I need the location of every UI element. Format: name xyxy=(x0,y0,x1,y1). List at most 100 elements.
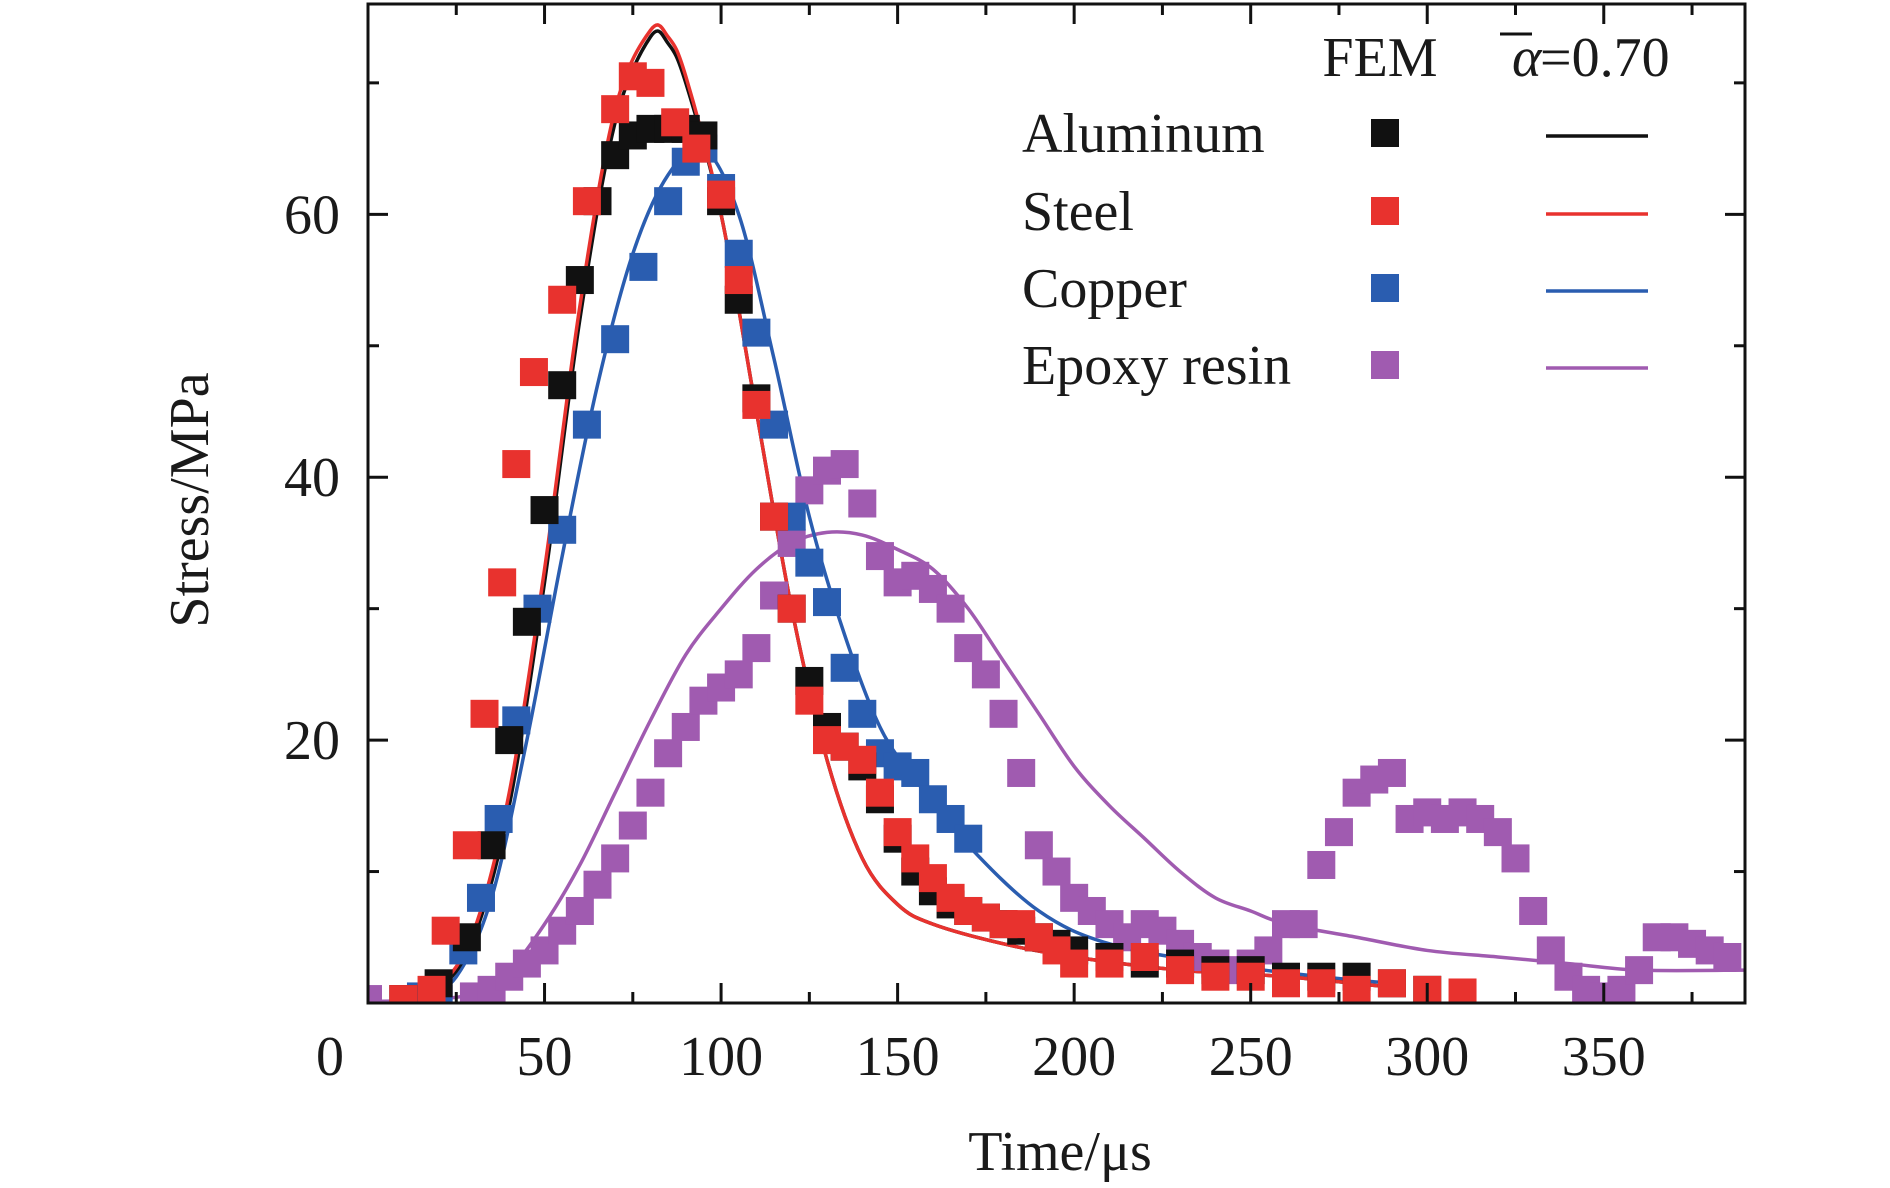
epoxy-resin-point xyxy=(601,844,630,873)
epoxy-resin-point xyxy=(1536,936,1565,965)
steel-point xyxy=(417,975,446,1003)
fit-curves xyxy=(368,23,1745,1003)
copper-point xyxy=(724,239,753,268)
epoxy-resin-point xyxy=(618,811,647,840)
x-tick-label: 50 xyxy=(517,1026,573,1088)
steel-point xyxy=(1342,975,1371,1003)
aluminum-point xyxy=(477,831,506,860)
copper-point xyxy=(742,318,771,347)
steel-point xyxy=(452,831,481,860)
x-tick-label: 250 xyxy=(1209,1026,1293,1088)
copper-point xyxy=(484,804,513,833)
epoxy-resin-point xyxy=(636,778,665,807)
steel-point xyxy=(519,358,548,387)
aluminum-point xyxy=(530,496,559,525)
axes: 0 50 100 150 200 250 300 350 20 40 60 xyxy=(284,2,1747,1088)
y-tick-label: 60 xyxy=(284,184,340,246)
steel-point xyxy=(883,818,912,847)
steel-point xyxy=(742,390,771,419)
epoxy-resin-point xyxy=(565,896,594,925)
epoxy-resin-point xyxy=(1501,844,1530,873)
steel-point xyxy=(777,594,806,623)
copper-point xyxy=(795,548,824,577)
x-axis-label: Time/μs xyxy=(968,1121,1152,1183)
experimental-points xyxy=(368,62,1742,1003)
epoxy-resin-point xyxy=(1483,818,1512,847)
legend-header-value: =0.70 xyxy=(1540,27,1670,89)
legend-header-fem: FEM xyxy=(1322,27,1437,89)
steel-point xyxy=(1166,956,1195,985)
copper-point xyxy=(954,824,983,853)
epoxy-resin-point xyxy=(1289,910,1318,939)
legend-marker-steel xyxy=(1371,197,1399,225)
legend-label-copper: Copper xyxy=(1022,258,1187,320)
copper-point xyxy=(848,699,877,728)
steel-point xyxy=(848,745,877,774)
epoxy-resin-point xyxy=(1042,857,1071,886)
legend-header-alpha: α xyxy=(1512,27,1543,89)
x-tick-label: 300 xyxy=(1385,1026,1469,1088)
epoxy-resin-point xyxy=(865,542,894,571)
steel-point xyxy=(1448,978,1477,1003)
y-tick-label: 40 xyxy=(284,447,340,509)
steel-point xyxy=(661,108,690,137)
steel-point xyxy=(1307,969,1336,998)
steel-point xyxy=(724,266,753,295)
epoxy-resin-point xyxy=(1024,831,1053,860)
legend-marker-copper xyxy=(1371,274,1399,302)
epoxy-resin-point xyxy=(1307,850,1336,879)
copper-point xyxy=(629,252,658,281)
legend-marker-epoxy-resin xyxy=(1371,351,1399,379)
steel-point xyxy=(1272,969,1300,998)
aluminum-point xyxy=(548,371,577,400)
aluminum-point xyxy=(512,607,541,636)
steel-point xyxy=(470,699,499,728)
steel-point xyxy=(1377,969,1406,998)
steel-point xyxy=(502,450,531,479)
x-tick-label: 0 xyxy=(316,1026,344,1088)
epoxy-resin-point xyxy=(654,739,683,768)
legend-label-steel: Steel xyxy=(1022,181,1134,243)
copper-point xyxy=(601,325,630,354)
x-tick-label: 350 xyxy=(1562,1026,1646,1088)
x-tick-label: 150 xyxy=(856,1026,940,1088)
steel-point xyxy=(1130,942,1159,971)
steel-point xyxy=(488,568,517,597)
epoxy-resin-point xyxy=(1377,758,1406,787)
steel-point xyxy=(572,187,601,216)
epoxy-resin-point xyxy=(1625,956,1654,985)
epoxy-resin-point xyxy=(1324,818,1353,847)
steel-point xyxy=(601,95,630,124)
steel-point xyxy=(389,985,418,1003)
x-tick-label: 200 xyxy=(1032,1026,1116,1088)
epoxy-resin-point xyxy=(1007,758,1036,787)
epoxy-resin-point xyxy=(742,634,771,663)
epoxy-resin-point xyxy=(583,870,612,899)
epoxy-resin-point xyxy=(1519,896,1548,925)
epoxy-resin-point xyxy=(971,660,1000,689)
steel-point xyxy=(636,68,665,97)
steel-point xyxy=(760,502,789,531)
steel-point xyxy=(707,180,736,209)
legend: FEM α=0.70 Aluminum Steel Copper Epoxy resin xyxy=(1022,27,1670,397)
epoxy-resin-point xyxy=(954,634,983,663)
epoxy-resin-point xyxy=(671,712,700,741)
copper-point xyxy=(466,883,495,912)
legend-label-aluminum: Aluminum xyxy=(1022,103,1265,165)
copper-point xyxy=(830,653,859,682)
y-tick-label: 20 xyxy=(284,710,340,772)
steel-point xyxy=(682,134,711,163)
epoxy-resin-point xyxy=(830,450,859,479)
epoxy-resin-point xyxy=(1713,942,1742,971)
copper-point xyxy=(572,410,601,439)
epoxy-resin-point xyxy=(989,699,1018,728)
steel-point xyxy=(1201,962,1230,991)
copper-point xyxy=(813,588,841,617)
plot-frame xyxy=(366,2,1747,1005)
copper-point xyxy=(901,758,930,787)
legend-marker-aluminum xyxy=(1371,119,1399,147)
aluminum-point xyxy=(495,726,524,755)
epoxy-resin-point xyxy=(848,489,877,518)
y-axis-label: Stress/MPa xyxy=(159,372,221,627)
